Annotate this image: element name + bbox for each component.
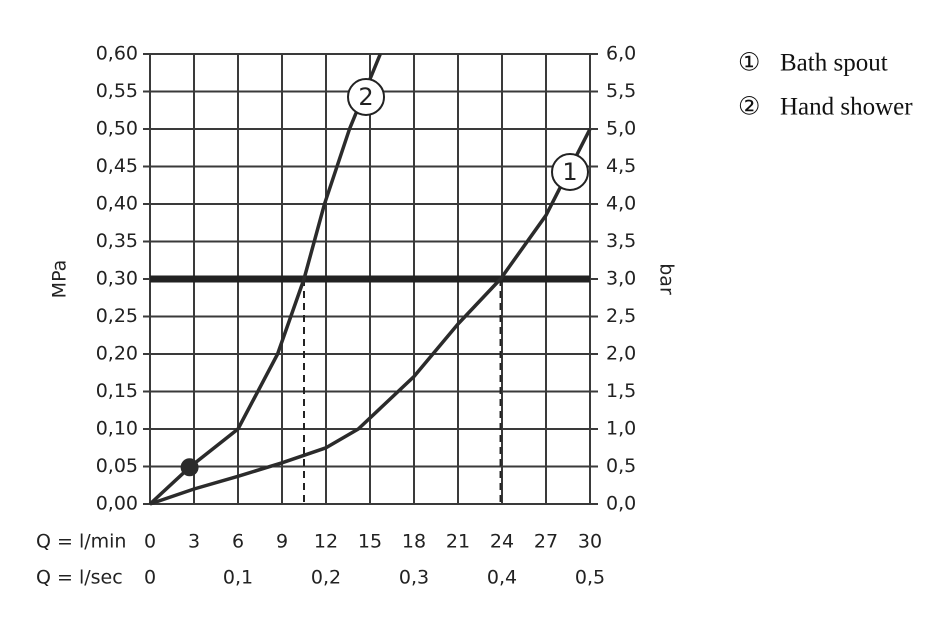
y2-tick-label: 4,0 — [606, 193, 636, 215]
y-axis-title: MPa — [49, 260, 71, 299]
y-tick-label: 0,60 — [96, 43, 138, 65]
y2-tick-label: 5,0 — [606, 118, 636, 140]
x2-tick-label: 0,3 — [399, 567, 429, 589]
y-tick-label: 0,55 — [96, 80, 138, 102]
y-tick-label: 0,50 — [96, 118, 138, 140]
curve — [149, 128, 592, 506]
x-tick-label: 6 — [232, 531, 244, 553]
curve-label-circle — [347, 78, 385, 116]
y2-tick-label: 2,5 — [606, 305, 636, 327]
legend-label: Hand shower — [780, 94, 913, 121]
x2-tick-label: 0 — [144, 567, 156, 589]
marker — [180, 458, 199, 477]
x-tick-label: 30 — [578, 531, 602, 553]
y2-tick-label: 1,5 — [606, 380, 636, 402]
y2-axis-title: bar — [656, 263, 678, 295]
x2-axis-title: Q = l/sec — [36, 567, 123, 589]
x2-tick-label: 0,2 — [311, 567, 341, 589]
y2-tick-label: 0,5 — [606, 455, 636, 477]
x2-tick-label: 0,4 — [487, 567, 517, 589]
x-tick-label: 21 — [446, 531, 470, 553]
y2-tick-label: 6,0 — [606, 43, 636, 65]
curve-label: 1 — [562, 158, 577, 186]
y2-tick-label: 3,0 — [606, 268, 636, 290]
curve-label-circle — [551, 153, 589, 191]
legend-label: Bath spout — [780, 50, 888, 77]
y2-tick-label: 0,0 — [606, 493, 636, 515]
y-tick-label: 0,40 — [96, 193, 138, 215]
x2-tick-label: 0,1 — [223, 567, 253, 589]
x-tick-label: 15 — [358, 531, 382, 553]
y-tick-label: 0,35 — [96, 230, 138, 252]
y2-tick-label: 4,5 — [606, 155, 636, 177]
x-tick-label: 12 — [314, 531, 338, 553]
y-tick-label: 0,30 — [96, 268, 138, 290]
x-tick-label: 27 — [534, 531, 558, 553]
y-tick-label: 0,25 — [96, 305, 138, 327]
y-tick-label: 0,45 — [96, 155, 138, 177]
y2-tick-label: 5,5 — [606, 80, 636, 102]
y2-tick-label: 1,0 — [606, 418, 636, 440]
y-tick-label: 0,20 — [96, 343, 138, 365]
x2-tick-label: 0,5 — [575, 567, 605, 589]
x-tick-label: 0 — [144, 531, 156, 553]
x-tick-label: 18 — [402, 531, 426, 553]
y-tick-label: 0,05 — [96, 455, 138, 477]
y2-tick-label: 3,5 — [606, 230, 636, 252]
legend-symbol: ① — [738, 50, 760, 77]
y2-tick-label: 2,0 — [606, 343, 636, 365]
legend-symbol: ② — [738, 94, 760, 121]
x-tick-label: 9 — [276, 531, 288, 553]
y-tick-label: 0,10 — [96, 418, 138, 440]
y-tick-label: 0,15 — [96, 380, 138, 402]
y-tick-label: 0,00 — [96, 493, 138, 515]
curve — [148, 53, 382, 506]
curve-label: 2 — [358, 83, 373, 111]
x-tick-label: 24 — [490, 531, 514, 553]
x-tick-label: 3 — [188, 531, 200, 553]
x-axis-title: Q = l/min — [36, 531, 126, 553]
